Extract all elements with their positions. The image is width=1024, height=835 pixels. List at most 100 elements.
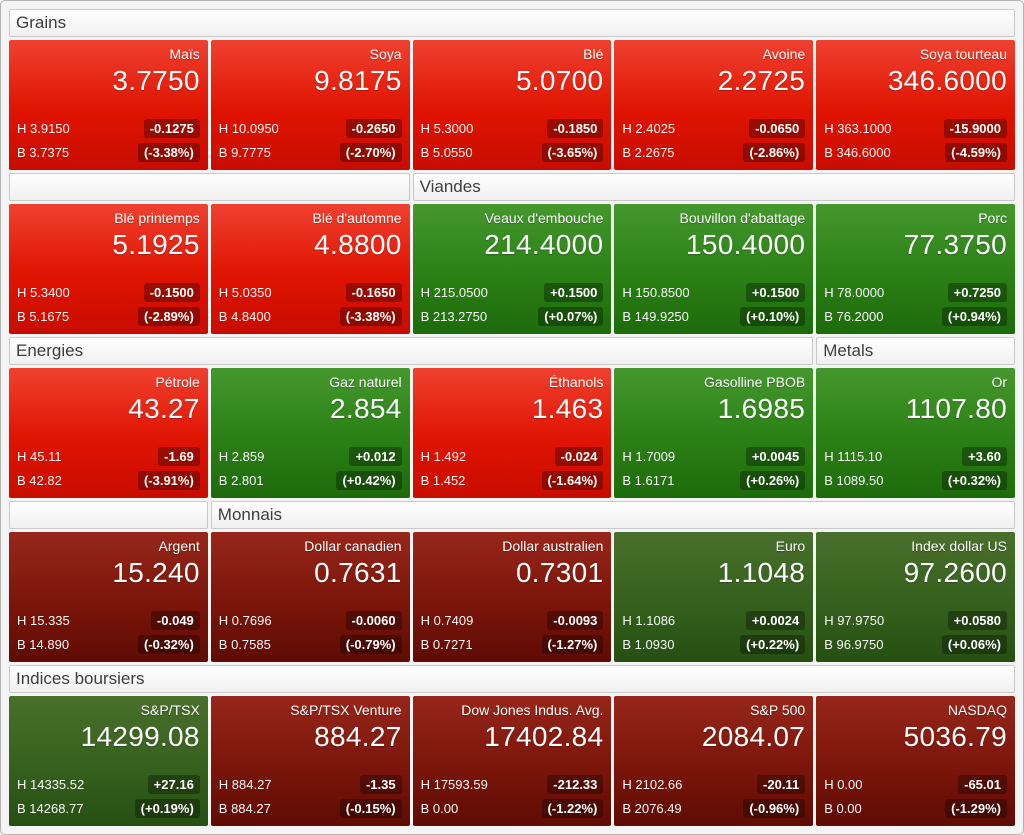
energies-header-row: Energies Metals: [9, 337, 1015, 365]
high-row: H 0.00 -65.01: [824, 775, 1007, 794]
high-value: H 1.1086: [622, 613, 676, 628]
instrument-name: NASDAQ: [947, 702, 1007, 718]
energies-tile-row: Pétrole 43.27 H 45.11 -1.69 B 42.82 (-3.…: [9, 368, 1015, 498]
instrument-name: Soya: [369, 46, 402, 62]
instrument-name: Veaux d'embouche: [484, 210, 604, 226]
quote-tile-or[interactable]: Or 1107.80 H 1115.10 +3.60 B 1089.50 (+0…: [816, 368, 1015, 498]
percent-change: (+0.22%): [740, 635, 806, 654]
low-row: B 2.801 (+0.42%): [219, 471, 402, 490]
high-row: H 45.11 -1.69: [17, 447, 200, 466]
last-price: 2084.07: [701, 721, 806, 752]
high-row: H 2.859 +0.012: [219, 447, 402, 466]
high-row: H 0.7409 -0.0093: [421, 611, 604, 630]
grains-tile-row: Maïs 3.7750 H 3.9150 -0.1275 B 3.7375 (-…: [9, 40, 1015, 170]
net-change: -0.1275: [143, 119, 200, 138]
low-value: B 2.2675: [622, 145, 675, 160]
quote-tile-gasolline-pbob[interactable]: Gasolline PBOB 1.6985 H 1.7009 +0.0045 B…: [614, 368, 814, 498]
quote-tile-soya-tourteau[interactable]: Soya tourteau 346.6000 H 363.1000 -15.90…: [816, 40, 1015, 170]
low-row: B 1089.50 (+0.32%): [824, 471, 1007, 490]
high-value: H 0.00: [824, 777, 863, 792]
instrument-name: Pétrole: [155, 374, 200, 390]
net-change: -65.01: [958, 775, 1007, 794]
quote-tile-gaz-naturel[interactable]: Gaz naturel 2.854 H 2.859 +0.012 B 2.801…: [210, 368, 410, 498]
low-value: B 213.2750: [420, 309, 488, 324]
low-value: B 96.9750: [824, 637, 884, 652]
net-change: +0.0580: [947, 611, 1007, 630]
percent-change: (-1.64%): [541, 471, 604, 490]
indices-header-row: Indices boursiers: [9, 665, 1015, 693]
low-value: B 5.1675: [17, 309, 70, 324]
section-title-text: Grains: [16, 13, 67, 32]
section-title-grains: Grains: [9, 9, 1015, 37]
high-value: H 215.0500: [420, 285, 488, 300]
net-change: -20.11: [757, 775, 806, 794]
section-indices-boursiers: Indices boursiers S&P/TSX 14299.08 H 143…: [9, 665, 1015, 826]
high-value: H 2.4025: [622, 121, 676, 136]
quote-tile-dow-jones[interactable]: Dow Jones Indus. Avg. 17402.84 H 17593.5…: [412, 696, 612, 826]
quote-tile-ethanols[interactable]: Éthanols 1.463 H 1.492 -0.024 B 1.452 (-…: [412, 368, 612, 498]
percent-change: (-3.38%): [339, 307, 402, 326]
instrument-name: Dollar australien: [502, 538, 604, 554]
net-change: -0.2650: [345, 119, 402, 138]
low-row: B 0.7271 (-1.27%): [421, 635, 604, 654]
last-price: 9.8175: [314, 65, 402, 96]
high-value: H 5.3400: [17, 285, 70, 300]
quote-tile-avoine[interactable]: Avoine 2.2725 H 2.4025 -0.0650 B 2.2675 …: [614, 40, 814, 170]
low-value: B 14268.77: [17, 801, 84, 816]
section-title-empty: [9, 501, 208, 529]
net-change: -0.024: [554, 447, 604, 466]
indices-tile-row: S&P/TSX 14299.08 H 14335.52 +27.16 B 142…: [9, 696, 1015, 826]
low-value: B 1089.50: [824, 473, 884, 488]
quote-tile-veaux-embouche[interactable]: Veaux d'embouche 214.4000 H 215.0500 +0.…: [412, 204, 612, 334]
quote-tile-porc[interactable]: Porc 77.3750 H 78.0000 +0.7250 B 76.2000…: [816, 204, 1015, 334]
instrument-name: Blé: [583, 46, 604, 62]
quote-tile-ble-printemps[interactable]: Blé printemps 5.1925 H 5.3400 -0.1500 B …: [9, 204, 208, 334]
percent-change: (+0.19%): [134, 799, 200, 818]
instrument-name: Or: [991, 374, 1007, 390]
quote-tile-sptsx-venture[interactable]: S&P/TSX Venture 884.27 H 884.27 -1.35 B …: [210, 696, 410, 826]
quote-tile-ble-automne[interactable]: Blé d'automne 4.8800 H 5.0350 -0.1650 B …: [210, 204, 410, 334]
net-change: -15.9000: [943, 119, 1007, 138]
low-row: B 1.452 (-1.64%): [421, 471, 604, 490]
net-change: -0.1500: [143, 283, 200, 302]
last-price: 1.6985: [717, 393, 806, 424]
percent-change: (-2.86%): [743, 143, 806, 162]
high-row: H 363.1000 -15.9000: [824, 119, 1007, 138]
last-price: 0.7301: [515, 557, 604, 588]
quote-tile-dollar-australien[interactable]: Dollar australien 0.7301 H 0.7409 -0.009…: [412, 532, 612, 662]
percent-change: (-3.38%): [137, 143, 200, 162]
quote-tile-argent[interactable]: Argent 15.240 H 15.335 -0.049 B 14.890 (…: [9, 532, 208, 662]
quote-tile-petrole[interactable]: Pétrole 43.27 H 45.11 -1.69 B 42.82 (-3.…: [9, 368, 208, 498]
quote-tile-nasdaq[interactable]: NASDAQ 5036.79 H 0.00 -65.01 B 0.00 (-1.…: [816, 696, 1015, 826]
grains-header-row: Grains: [9, 9, 1015, 37]
quote-tile-euro[interactable]: Euro 1.1048 H 1.1086 +0.0024 B 1.0930 (+…: [614, 532, 814, 662]
high-value: H 17593.59: [420, 777, 488, 792]
low-row: B 5.0550 (-3.65%): [421, 143, 604, 162]
quote-tile-index-dollar-us[interactable]: Index dollar US 97.2600 H 97.9750 +0.058…: [816, 532, 1015, 662]
low-row: B 3.7375 (-3.38%): [17, 143, 200, 162]
section-title-text: Monnais: [217, 505, 283, 524]
high-value: H 45.11: [17, 449, 62, 464]
percent-change: (+0.26%): [740, 471, 806, 490]
low-row: B 213.2750 (+0.07%): [421, 307, 604, 326]
net-change: -0.0093: [547, 611, 604, 630]
last-price: 214.4000: [484, 229, 604, 260]
low-row: B 0.7585 (-0.79%): [219, 635, 402, 654]
percent-change: (+0.10%): [740, 307, 806, 326]
quote-tile-ble[interactable]: Blé 5.0700 H 5.3000 -0.1850 B 5.0550 (-3…: [412, 40, 612, 170]
low-value: B 2076.49: [622, 801, 682, 816]
high-value: H 1.492: [420, 449, 467, 464]
instrument-name: Dollar canadien: [304, 538, 402, 554]
quote-tile-soya[interactable]: Soya 9.8175 H 10.0950 -0.2650 B 9.7775 (…: [210, 40, 410, 170]
quote-tile-mais[interactable]: Maïs 3.7750 H 3.9150 -0.1275 B 3.7375 (-…: [9, 40, 208, 170]
quote-tile-bouvillon-abattage[interactable]: Bouvillon d'abattage 150.4000 H 150.8500…: [614, 204, 814, 334]
percent-change: (+0.94%): [941, 307, 1007, 326]
instrument-name: Blé d'automne: [312, 210, 402, 226]
section-title-text: Metals: [823, 341, 874, 360]
net-change: -1.69: [158, 447, 200, 466]
quote-tile-dollar-canadien[interactable]: Dollar canadien 0.7631 H 0.7696 -0.0060 …: [210, 532, 410, 662]
quote-tile-sptsx[interactable]: S&P/TSX 14299.08 H 14335.52 +27.16 B 142…: [9, 696, 208, 826]
quote-tile-sp500[interactable]: S&P 500 2084.07 H 2102.66 -20.11 B 2076.…: [614, 696, 814, 826]
low-value: B 346.6000: [824, 145, 891, 160]
high-value: H 5.3000: [420, 121, 474, 136]
